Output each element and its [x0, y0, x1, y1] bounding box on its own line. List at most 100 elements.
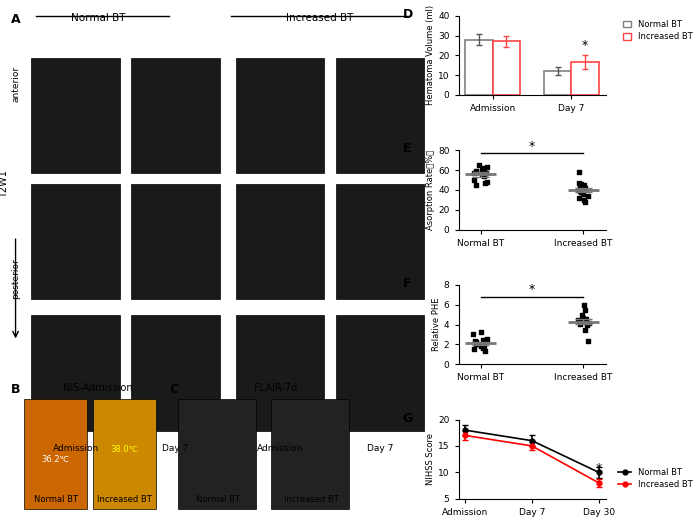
Text: Increased BT: Increased BT [284, 495, 339, 504]
Point [482, 163, 493, 171]
Point [578, 190, 589, 198]
Text: G: G [402, 412, 413, 425]
Point [477, 344, 488, 352]
Point [578, 181, 589, 189]
Bar [466, 39, 493, 95]
Text: Increased BT: Increased BT [286, 13, 354, 23]
Point [479, 343, 490, 352]
Point [580, 314, 592, 323]
FancyBboxPatch shape [178, 399, 256, 509]
Text: Increased BT: Increased BT [97, 495, 152, 504]
FancyBboxPatch shape [335, 315, 424, 430]
Y-axis label: Relative PHE: Relative PHE [432, 298, 441, 351]
Point [477, 170, 488, 178]
FancyBboxPatch shape [31, 58, 120, 173]
Y-axis label: Hematoma Volume (ml): Hematoma Volume (ml) [426, 5, 435, 106]
FancyBboxPatch shape [335, 58, 424, 173]
Point [578, 317, 589, 325]
Text: Admission: Admission [52, 444, 99, 453]
Text: Normal BT: Normal BT [71, 13, 125, 23]
Point [470, 168, 482, 176]
FancyBboxPatch shape [31, 315, 120, 430]
FancyBboxPatch shape [131, 58, 220, 173]
Point [471, 340, 482, 349]
Y-axis label: Asorption Rate（%）: Asorption Rate（%） [426, 150, 435, 230]
Point [573, 186, 584, 194]
Point [470, 338, 482, 347]
FancyBboxPatch shape [335, 184, 424, 299]
Point [582, 337, 594, 345]
Point [470, 340, 482, 349]
FancyBboxPatch shape [31, 184, 120, 299]
Point [573, 194, 584, 202]
Point [581, 318, 592, 326]
Point [471, 181, 482, 189]
Text: C: C [169, 383, 178, 396]
FancyBboxPatch shape [25, 399, 87, 509]
Point [577, 310, 588, 319]
Point [473, 161, 484, 170]
Point [575, 319, 586, 328]
Point [468, 169, 480, 177]
Point [470, 167, 482, 175]
Point [573, 316, 584, 324]
Point [577, 313, 588, 322]
Bar [493, 41, 520, 95]
Point [477, 166, 488, 174]
Point [580, 184, 591, 192]
Text: *: * [529, 140, 535, 153]
Text: B: B [11, 383, 20, 396]
Text: A: A [11, 13, 21, 26]
Y-axis label: NIHSS Score: NIHSS Score [426, 433, 435, 485]
Point [584, 318, 595, 327]
FancyBboxPatch shape [271, 399, 349, 509]
Point [578, 300, 589, 309]
Point [479, 339, 490, 348]
Point [581, 320, 592, 329]
FancyBboxPatch shape [236, 184, 325, 299]
Point [475, 328, 486, 337]
Text: 36.2℃: 36.2℃ [41, 455, 69, 464]
Text: anterior: anterior [11, 66, 20, 102]
Point [579, 197, 590, 206]
Point [480, 179, 491, 187]
Text: *: * [582, 39, 588, 52]
FancyBboxPatch shape [131, 315, 220, 430]
Point [468, 330, 479, 339]
Point [482, 178, 493, 186]
Text: T2W1: T2W1 [0, 170, 9, 198]
Point [578, 196, 589, 204]
Text: E: E [402, 142, 411, 155]
Point [582, 192, 593, 200]
Point [468, 176, 480, 184]
FancyBboxPatch shape [236, 315, 325, 430]
Bar [544, 71, 571, 95]
Point [475, 342, 486, 351]
Point [580, 306, 591, 314]
Point [576, 188, 587, 196]
Point [480, 169, 491, 177]
Text: Admission: Admission [257, 444, 303, 453]
Point [576, 316, 587, 324]
FancyBboxPatch shape [236, 58, 325, 173]
Point [575, 187, 586, 195]
FancyBboxPatch shape [93, 399, 155, 509]
Point [478, 172, 489, 180]
Text: Normal BT: Normal BT [34, 495, 78, 504]
Point [468, 345, 480, 353]
Point [469, 337, 480, 345]
Text: NIS-Admission: NIS-Admission [63, 383, 132, 393]
Text: F: F [402, 277, 411, 290]
Text: posterior: posterior [11, 258, 20, 299]
Text: Day 7: Day 7 [162, 444, 189, 453]
Text: D: D [402, 8, 413, 21]
Bar [571, 62, 598, 95]
Text: 38.0℃: 38.0℃ [111, 445, 139, 454]
Point [478, 164, 489, 172]
Point [575, 183, 586, 191]
Point [479, 347, 490, 355]
Legend: Normal BT, Increased BT: Normal BT, Increased BT [618, 468, 692, 489]
Text: Normal BT: Normal BT [196, 495, 240, 504]
Text: Day 7: Day 7 [367, 444, 393, 453]
Point [477, 336, 489, 344]
